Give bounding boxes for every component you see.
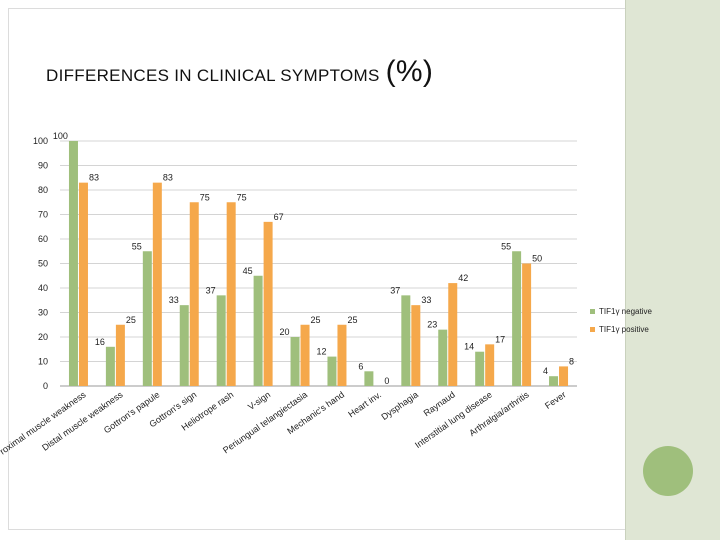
data-label-negative-1: 100 bbox=[53, 131, 68, 141]
bar-positive-11 bbox=[448, 283, 458, 386]
data-label-positive-9: 0 bbox=[384, 376, 389, 386]
bar-positive-6 bbox=[263, 221, 273, 386]
legend-label-negative: TIF1γ negative bbox=[599, 306, 652, 316]
legend-label-positive: TIF1γ positive bbox=[599, 324, 649, 334]
y-tick-label: 30 bbox=[38, 308, 48, 318]
bar-negative-6 bbox=[253, 275, 263, 386]
y-tick-label: 40 bbox=[38, 283, 48, 293]
bar-positive-14 bbox=[559, 366, 569, 386]
data-label-positive-11: 42 bbox=[458, 273, 468, 283]
data-label-negative-7: 20 bbox=[280, 327, 290, 337]
data-label-positive-2: 25 bbox=[126, 315, 136, 325]
bar-negative-1 bbox=[68, 141, 78, 386]
data-label-negative-6: 45 bbox=[243, 266, 253, 276]
bar-positive-5 bbox=[226, 202, 236, 386]
title-percent: (%) bbox=[385, 55, 434, 88]
legend-swatch-negative bbox=[590, 308, 595, 314]
data-label-negative-11: 23 bbox=[427, 320, 437, 330]
bar-negative-8 bbox=[327, 356, 337, 386]
data-label-negative-12: 14 bbox=[464, 342, 474, 352]
bar-positive-4 bbox=[189, 202, 199, 386]
bar-negative-2 bbox=[105, 346, 115, 386]
y-tick-label: 100 bbox=[33, 136, 48, 146]
data-label-negative-9: 6 bbox=[358, 361, 363, 371]
bar-positive-13 bbox=[522, 263, 532, 386]
bar-negative-10 bbox=[401, 295, 411, 386]
bar-negative-3 bbox=[142, 251, 152, 386]
data-label-positive-3: 83 bbox=[163, 173, 173, 183]
y-tick-label: 60 bbox=[38, 234, 48, 244]
bar-positive-3 bbox=[152, 182, 162, 386]
bar-positive-7 bbox=[300, 324, 310, 386]
data-label-negative-14: 4 bbox=[543, 366, 548, 376]
chart-legend: TIF1γ negative TIF1γ positive bbox=[590, 302, 652, 338]
data-label-negative-10: 37 bbox=[390, 285, 400, 295]
y-tick-label: 80 bbox=[38, 185, 48, 195]
data-label-positive-14: 8 bbox=[569, 356, 574, 366]
x-tick-label-14: Fever bbox=[543, 389, 568, 410]
legend-swatch-positive bbox=[590, 326, 595, 332]
data-label-positive-5: 75 bbox=[237, 192, 247, 202]
data-label-positive-1: 83 bbox=[89, 173, 99, 183]
data-label-positive-12: 17 bbox=[495, 334, 505, 344]
y-tick-label: 90 bbox=[38, 161, 48, 171]
y-tick-label: 0 bbox=[43, 381, 48, 391]
data-label-negative-13: 55 bbox=[501, 241, 511, 251]
y-tick-label: 50 bbox=[38, 259, 48, 269]
decorative-circle bbox=[643, 446, 693, 496]
bar-negative-12 bbox=[475, 351, 485, 386]
data-label-negative-8: 12 bbox=[316, 347, 326, 357]
data-label-positive-7: 25 bbox=[311, 315, 321, 325]
bar-negative-7 bbox=[290, 337, 300, 386]
x-tick-label-10: Dysphagia bbox=[379, 389, 420, 422]
data-label-positive-4: 75 bbox=[200, 192, 210, 202]
bar-positive-2 bbox=[115, 324, 125, 386]
data-label-positive-6: 67 bbox=[274, 212, 284, 222]
data-label-positive-8: 25 bbox=[347, 315, 357, 325]
data-label-negative-3: 55 bbox=[132, 241, 142, 251]
x-tick-label-6: V-sign bbox=[246, 389, 272, 412]
data-label-positive-13: 50 bbox=[532, 254, 542, 264]
data-label-negative-2: 16 bbox=[95, 337, 105, 347]
y-tick-label: 10 bbox=[38, 357, 48, 367]
legend-item-positive: TIF1γ positive bbox=[590, 320, 652, 338]
x-tick-label-9: Heart inv. bbox=[346, 389, 383, 419]
bar-negative-14 bbox=[549, 376, 559, 386]
bar-negative-13 bbox=[512, 251, 522, 386]
bar-negative-4 bbox=[179, 305, 189, 386]
data-label-positive-10: 33 bbox=[421, 295, 431, 305]
y-tick-label: 20 bbox=[38, 332, 48, 342]
title-text: DIFFERENCES IN CLINICAL SYMPTOMS bbox=[46, 66, 380, 85]
y-tick-label: 70 bbox=[38, 210, 48, 220]
bar-negative-9 bbox=[364, 371, 374, 386]
bar-negative-11 bbox=[438, 329, 448, 386]
legend-item-negative: TIF1γ negative bbox=[590, 302, 652, 320]
bar-positive-8 bbox=[337, 324, 347, 386]
slide-title: DIFFERENCES IN CLINICAL SYMPTOMS (%) bbox=[46, 55, 433, 95]
bar-negative-5 bbox=[216, 295, 226, 386]
data-label-negative-4: 33 bbox=[169, 295, 179, 305]
data-label-negative-5: 37 bbox=[206, 285, 216, 295]
bar-positive-1 bbox=[78, 182, 88, 386]
bar-positive-10 bbox=[411, 305, 421, 386]
side-band-divider bbox=[625, 0, 626, 540]
bar-positive-12 bbox=[485, 344, 495, 386]
